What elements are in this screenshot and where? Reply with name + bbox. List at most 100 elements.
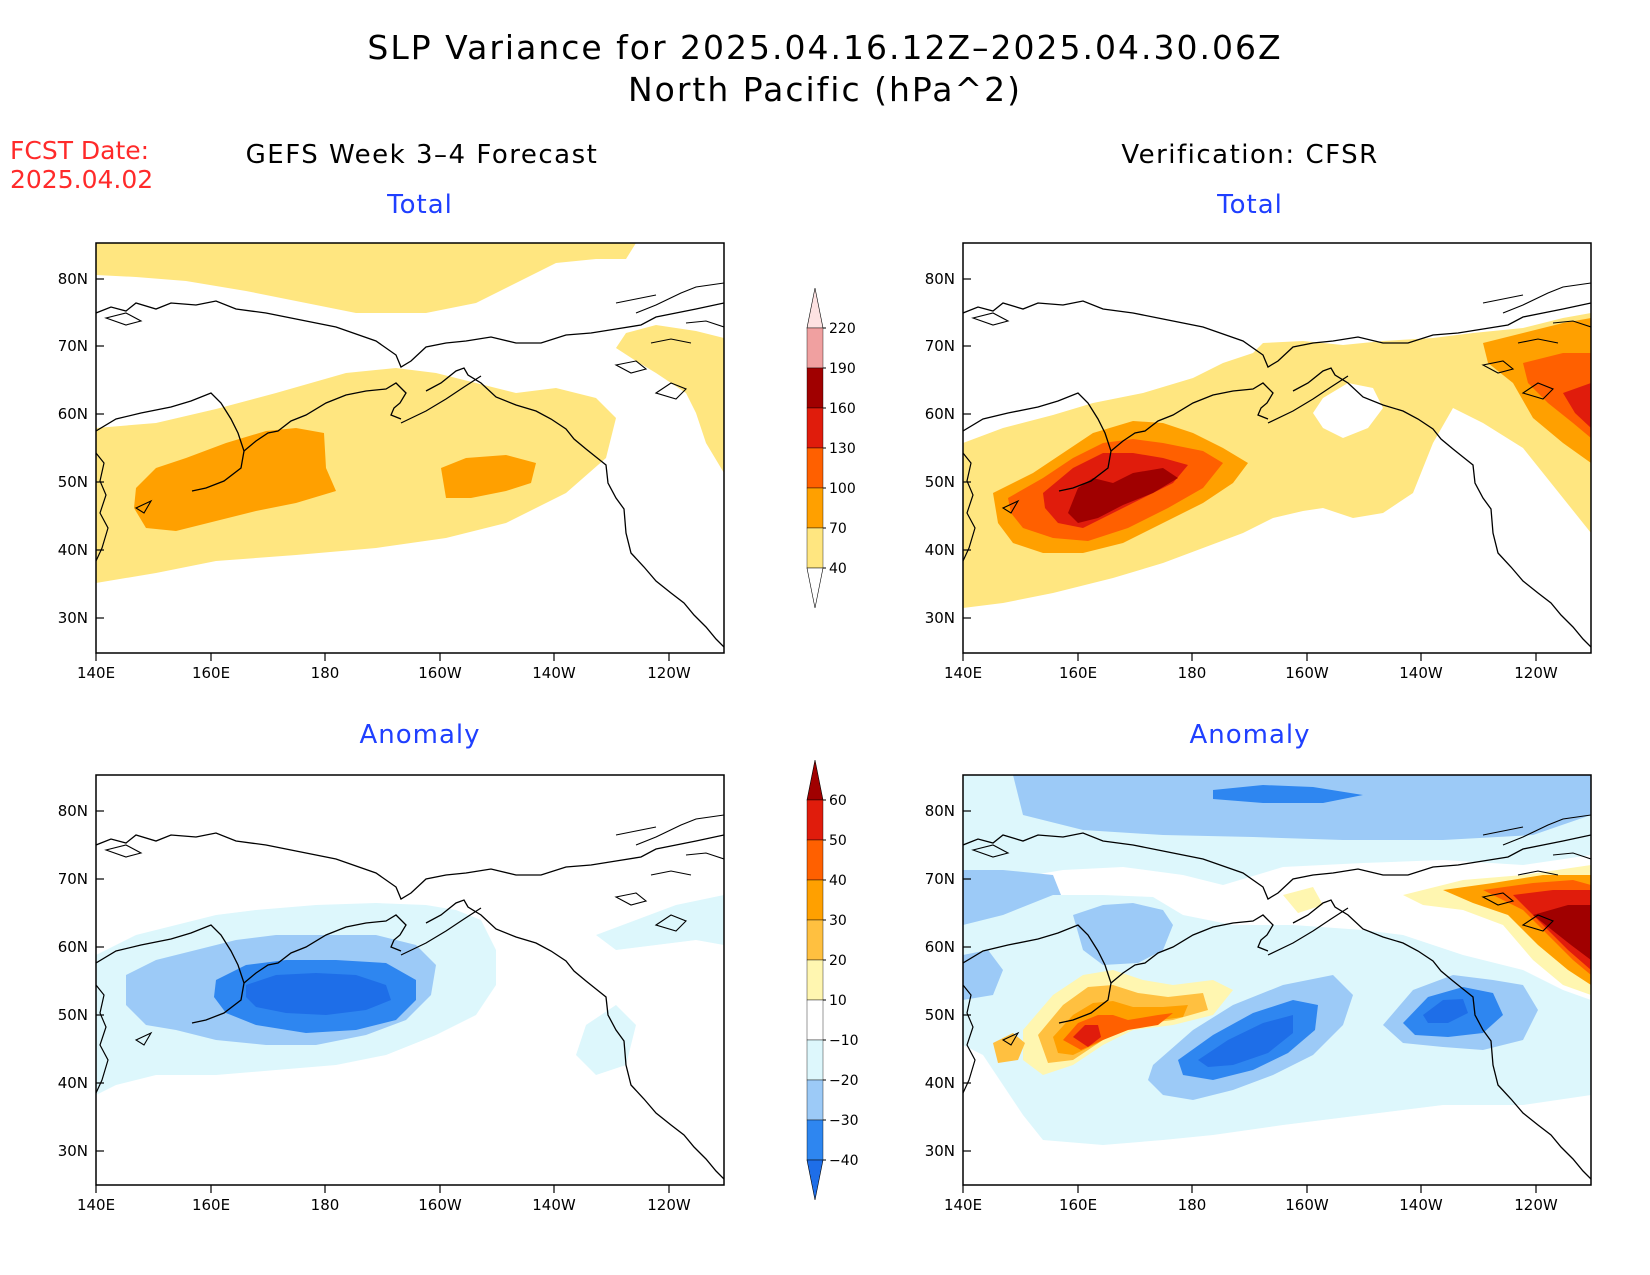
lon-label: 160W xyxy=(1285,664,1329,682)
colorbar-level-label: −20 xyxy=(829,1073,859,1089)
colorbar-swatch xyxy=(806,1079,824,1121)
colorbar-level-label: 20 xyxy=(829,953,847,969)
lat-label: 60N xyxy=(925,405,955,423)
axis-ticks xyxy=(95,278,1537,1193)
lat-label: 40N xyxy=(925,541,955,559)
colorbar-swatch xyxy=(806,367,824,409)
colorbar-swatch xyxy=(806,487,824,529)
lat-label: 40N xyxy=(58,541,88,559)
colorbar-swatch xyxy=(806,407,824,449)
colorbar-level-label: 70 xyxy=(829,521,847,537)
figure-title-line1: SLP Variance for 2025.04.16.12Z–2025.04.… xyxy=(367,28,1283,67)
colorbar-swatch xyxy=(806,959,824,1001)
lat-label: 30N xyxy=(925,609,955,627)
lon-label: 120W xyxy=(647,1196,691,1214)
colorbar-swatch xyxy=(806,839,824,881)
colorbar-arrow-bottom xyxy=(806,1159,824,1201)
lon-labels-panel-b: 140E 160E 180 160W 140W 120W xyxy=(944,664,1558,682)
panel-title-forecast-total: Total xyxy=(387,190,453,220)
lon-labels-panel-a: 140E 160E 180 160W 140W 120W xyxy=(77,664,691,682)
panel-title-verification-anomaly: Anomaly xyxy=(1189,720,1311,750)
colorbar-arrow-top xyxy=(806,287,824,329)
lon-label: 160E xyxy=(192,664,230,682)
lat-label: 60N xyxy=(925,938,955,956)
lon-label: 140W xyxy=(1399,1196,1443,1214)
map-panel-forecast-anomaly xyxy=(95,774,725,1186)
lat-label: 30N xyxy=(925,1142,955,1160)
lat-label: 80N xyxy=(925,270,955,288)
lon-label: 180 xyxy=(311,1196,340,1214)
lon-label: 180 xyxy=(1178,664,1207,682)
colorbar-swatch xyxy=(806,879,824,921)
lat-label: 70N xyxy=(58,337,88,355)
lat-label: 70N xyxy=(925,870,955,888)
colorbar-swatch xyxy=(806,799,824,841)
colorbar-total: 40 70 100 130 160 190 220 xyxy=(806,287,856,609)
colorbar-level-label: 50 xyxy=(829,833,847,849)
column-title-forecast: GEFS Week 3–4 Forecast xyxy=(245,140,599,170)
lon-label: 140W xyxy=(1399,664,1443,682)
panel-title-verification-total: Total xyxy=(1217,190,1283,220)
lon-label: 160W xyxy=(418,1196,462,1214)
lon-label: 160E xyxy=(1059,664,1097,682)
colorbar-swatch xyxy=(806,447,824,489)
lat-label: 70N xyxy=(925,337,955,355)
lon-label: 160E xyxy=(1059,1196,1097,1214)
lon-label: 180 xyxy=(311,664,340,682)
lon-labels-panel-d: 140E 160E 180 160W 140W 120W xyxy=(944,1196,1558,1214)
colorbar-level-label: −30 xyxy=(829,1113,859,1129)
lon-label: 160W xyxy=(418,664,462,682)
lon-label: 140E xyxy=(77,1196,115,1214)
lat-label: 80N xyxy=(58,270,88,288)
colorbar-level-label: 10 xyxy=(829,993,847,1009)
lon-label: 140E xyxy=(77,664,115,682)
colorbar-level-label: 60 xyxy=(829,793,847,809)
lat-label: 50N xyxy=(925,473,955,491)
colorbar-level-label: 100 xyxy=(829,481,856,497)
lon-labels-panel-c: 140E 160E 180 160W 140W 120W xyxy=(77,1196,691,1214)
lat-label: 60N xyxy=(58,938,88,956)
colorbar-level-label: 40 xyxy=(829,561,847,577)
colorbar-arrow-bottom xyxy=(806,567,824,609)
lon-label: 140W xyxy=(532,1196,576,1214)
colorbar-swatch xyxy=(806,527,824,569)
lat-label: 30N xyxy=(58,609,88,627)
map-panel-verification-total xyxy=(962,242,1592,654)
lat-labels-panel-b: 80N 70N 60N 50N 40N 30N xyxy=(925,270,955,627)
colorbar-level-label: −10 xyxy=(829,1033,859,1049)
fcst-label: FCST Date: xyxy=(10,136,150,165)
colorbar-level-label: −40 xyxy=(829,1153,859,1169)
lat-label: 40N xyxy=(925,1074,955,1092)
lon-label: 120W xyxy=(647,664,691,682)
colorbar-swatch xyxy=(806,327,824,369)
lon-label: 160W xyxy=(1285,1196,1329,1214)
colorbar-level-label: 40 xyxy=(829,873,847,889)
lat-label: 80N xyxy=(925,802,955,820)
lon-label: 140W xyxy=(532,664,576,682)
colorbar-level-label: 130 xyxy=(829,441,856,457)
lat-label: 30N xyxy=(58,1142,88,1160)
colorbar-anomaly: −40 −30 −20 −10 10 20 30 40 50 60 xyxy=(806,759,859,1201)
colorbar-level-label: 190 xyxy=(829,361,856,377)
column-title-verification: Verification: CFSR xyxy=(1121,140,1379,170)
lat-labels-panel-c: 80N 70N 60N 50N 40N 30N xyxy=(58,802,88,1160)
colorbar-arrow-top xyxy=(806,759,824,801)
colorbar-swatch xyxy=(806,999,824,1041)
lon-label: 120W xyxy=(1514,664,1558,682)
colorbar-level-label: 220 xyxy=(829,321,856,337)
lat-label: 40N xyxy=(58,1074,88,1092)
lat-labels-panel-d: 80N 70N 60N 50N 40N 30N xyxy=(925,802,955,1160)
panel-title-forecast-anomaly: Anomaly xyxy=(359,720,481,750)
map-panel-verification-anomaly xyxy=(962,774,1592,1186)
fcst-date: 2025.04.02 xyxy=(10,165,154,194)
figure-title-line2: North Pacific (hPa^2) xyxy=(627,70,1023,109)
lon-label: 140E xyxy=(944,664,982,682)
lon-label: 160E xyxy=(192,1196,230,1214)
lat-label: 50N xyxy=(58,473,88,491)
map-panel-forecast-total xyxy=(95,242,725,654)
colorbar-level-label: 30 xyxy=(829,913,847,929)
lon-label: 140E xyxy=(944,1196,982,1214)
colorbar-swatch xyxy=(806,1119,824,1161)
colorbar-level-label: 160 xyxy=(829,401,856,417)
